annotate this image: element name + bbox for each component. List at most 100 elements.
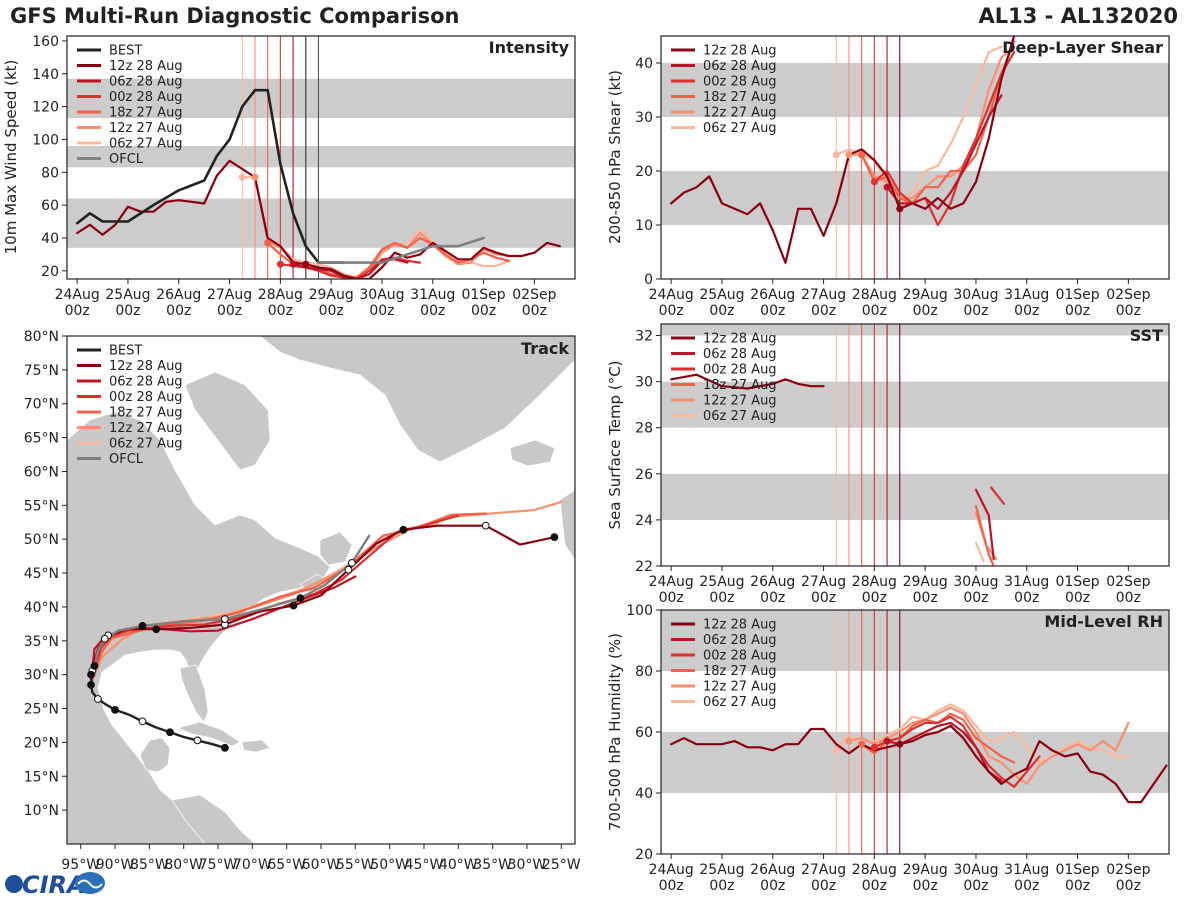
y-tick-label: 20 <box>635 164 653 180</box>
y-tick-label: 80 <box>41 165 59 181</box>
lon-tick-label: 85°W <box>130 857 169 873</box>
panel-title-rh: Mid-Level RH <box>1044 612 1163 631</box>
lat-tick-label: 80°N <box>24 329 59 345</box>
lat-tick-label: 55°N <box>24 498 59 514</box>
run-series-line <box>974 505 995 566</box>
track-position-marker <box>138 621 147 630</box>
track-position-marker <box>138 717 147 726</box>
legend-label: 00z 28 Aug <box>109 390 183 405</box>
panel-title-sst: SST <box>1130 326 1163 345</box>
x-tick-label: 26Aug 00z <box>750 287 795 319</box>
y-axis-label-sst: Sea Surface Temp (°C) <box>606 360 624 529</box>
y-axis-label-rh: 700-500 hPa Humidity (%) <box>606 633 624 831</box>
run-init-marker <box>883 183 891 191</box>
landmass-newfoundland <box>319 531 353 566</box>
legend-label: OFCL <box>109 452 144 467</box>
climatology-band <box>661 473 1169 520</box>
y-tick-label: 0 <box>644 272 653 288</box>
legend-label: 06z 27 Aug <box>703 121 777 136</box>
track-position-marker <box>550 533 559 542</box>
track-panel: 10°N 15°N 20°N 25°N 30°N 35°N 40°N 45°N 50°N 55°N… <box>24 329 581 873</box>
x-tick-label: 01Sep 00z <box>1055 287 1099 319</box>
x-tick-label: 31Aug 00z <box>410 287 455 319</box>
run-series-line <box>76 159 561 279</box>
cira-logo: CIRA <box>5 871 105 899</box>
x-tick-label: 29Aug 00z <box>309 287 354 319</box>
lat-tick-label: 10°N <box>24 803 59 819</box>
y-tick-label: 20 <box>41 264 59 280</box>
x-tick-label: 30Aug 00z <box>953 862 998 894</box>
lon-tick-label: 90°W <box>96 857 135 873</box>
x-tick-label: 25Aug 00z <box>699 287 744 319</box>
legend-label: 12z 28 Aug <box>109 59 183 74</box>
y-tick-label: 100 <box>32 132 59 148</box>
lat-tick-label: 45°N <box>24 566 59 582</box>
logo-globe-icon <box>5 875 23 893</box>
landmass-greenland <box>259 336 575 463</box>
x-tick-label: 02Sep 00z <box>1106 287 1150 319</box>
run-series-line <box>670 36 1016 264</box>
legend-label: 06z 27 Aug <box>703 695 777 710</box>
y-tick-label: 10 <box>635 218 653 234</box>
track-position-marker <box>111 705 119 714</box>
legend-label: 12z 27 Aug <box>703 106 777 121</box>
y-tick-label: 160 <box>32 34 59 50</box>
logo-wave-icon <box>77 879 103 889</box>
run-init-marker <box>858 151 866 159</box>
y-tick-label: 30 <box>635 375 653 391</box>
lat-tick-label: 65°N <box>24 431 59 447</box>
legend-label: 00z 28 Aug <box>703 649 777 664</box>
legend-label: 00z 28 Aug <box>109 90 183 105</box>
legend-label: 06z 28 Aug <box>703 347 777 362</box>
lon-tick-label: 55°W <box>336 857 375 873</box>
landmass-europe <box>559 489 575 561</box>
run-series-line <box>886 94 1003 210</box>
lon-tick-label: 35°W <box>473 857 512 873</box>
run-init-marker <box>832 746 840 754</box>
track-position-marker <box>87 680 95 689</box>
climatology-band <box>67 78 575 119</box>
track-position-marker <box>347 559 356 567</box>
landmass-iceland <box>509 439 556 467</box>
x-tick-label: 28Aug 00z <box>852 287 897 319</box>
landmass-yucatan <box>139 737 171 773</box>
track-position-marker <box>399 525 408 534</box>
track-position-marker <box>289 601 298 610</box>
x-tick-label: 02Sep 00z <box>1106 862 1150 894</box>
lat-tick-label: 25°N <box>24 702 59 718</box>
run-init-marker <box>870 743 878 751</box>
run-series-line <box>886 721 1003 782</box>
run-series-line <box>670 373 825 390</box>
run-init-marker <box>289 260 297 268</box>
x-tick-label: 27Aug 00z <box>801 574 846 606</box>
legend-label: 12z 28 Aug <box>703 332 777 347</box>
legend-label: 18z 27 Aug <box>703 378 777 393</box>
legend-label: 06z 27 Aug <box>703 409 777 424</box>
track-position-marker <box>152 625 161 634</box>
x-tick-label: 25Aug 00z <box>699 574 744 606</box>
x-tick-label: 26Aug 00z <box>750 862 795 894</box>
lon-tick-label: 75°W <box>199 857 238 873</box>
climatology-band <box>661 610 1169 671</box>
lat-tick-label: 60°N <box>24 464 59 480</box>
legend-label: 12z 28 Aug <box>703 618 777 633</box>
best-track-line <box>89 664 227 749</box>
lat-tick-label: 50°N <box>24 532 59 548</box>
lon-tick-label: 30°W <box>508 857 547 873</box>
x-tick-label: 01Sep 00z <box>1055 574 1099 606</box>
run-init-marker <box>870 178 878 186</box>
x-tick-label: 02Sep 00z <box>1106 574 1150 606</box>
run-series-line <box>974 541 985 563</box>
legend-label: 12z 27 Aug <box>109 421 183 436</box>
x-tick-label: 25Aug 00z <box>105 287 150 319</box>
run-init-marker <box>845 737 853 745</box>
legend-label: 06z 28 Aug <box>109 75 183 90</box>
run-init-marker <box>832 151 840 159</box>
run-series-line <box>670 724 1168 804</box>
x-tick-label: 26Aug 00z <box>156 287 201 319</box>
run-init-marker <box>896 205 904 213</box>
